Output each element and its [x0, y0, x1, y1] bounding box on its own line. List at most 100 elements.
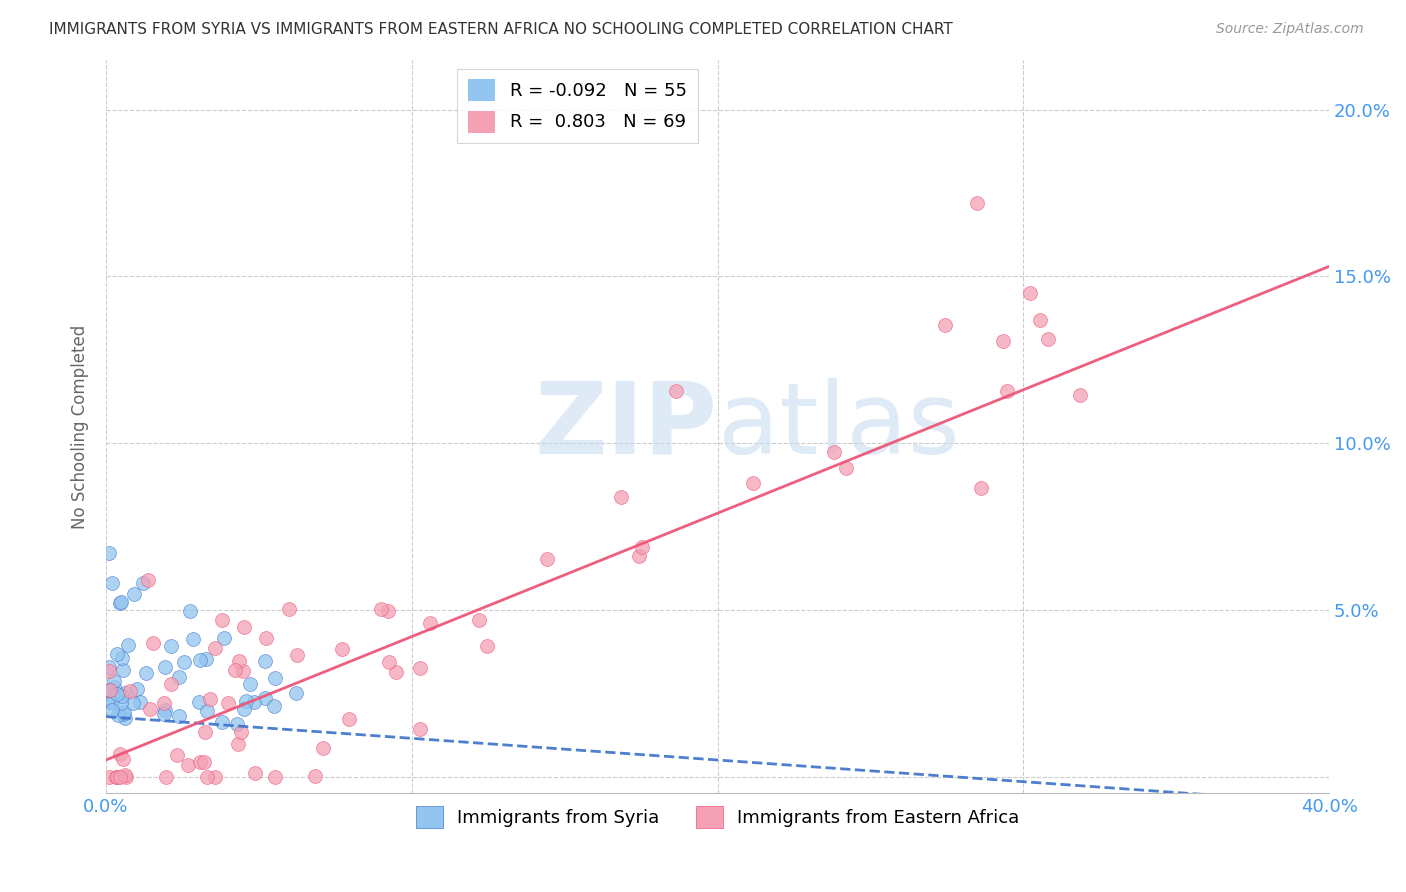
Point — [195, 704, 218, 718]
Point — [166, 747, 188, 762]
Point — [105, 687, 128, 701]
Point — [188, 755, 211, 769]
Point — [110, 697, 132, 711]
Point — [97, 684, 120, 698]
Point — [153, 659, 176, 673]
Point — [111, 651, 134, 665]
Text: IMMIGRANTS FROM SYRIA VS IMMIGRANTS FROM EASTERN AFRICA NO SCHOOLING COMPLETED C: IMMIGRANTS FROM SYRIA VS IMMIGRANTS FROM… — [49, 22, 953, 37]
Point — [304, 768, 326, 782]
Point — [135, 666, 157, 681]
Point — [107, 708, 129, 723]
Point — [97, 660, 120, 674]
Point — [211, 714, 233, 729]
Point — [217, 696, 239, 710]
Point — [278, 601, 301, 615]
Text: Source: ZipAtlas.com: Source: ZipAtlas.com — [1216, 22, 1364, 37]
Point — [239, 677, 262, 691]
Point — [167, 670, 190, 684]
Point — [966, 196, 988, 211]
Point — [111, 663, 134, 677]
Point — [253, 654, 276, 668]
Point — [253, 691, 276, 706]
Point — [1018, 286, 1040, 301]
Point — [477, 639, 499, 653]
Point — [224, 663, 246, 677]
Point — [226, 737, 249, 751]
Point — [117, 638, 139, 652]
Point — [177, 757, 200, 772]
Point — [835, 460, 858, 475]
Point — [142, 636, 165, 650]
Point — [132, 576, 155, 591]
Point — [97, 546, 120, 560]
Point — [254, 632, 277, 646]
Point — [664, 384, 686, 399]
Point — [263, 699, 285, 714]
Point — [193, 755, 215, 769]
Point — [101, 575, 124, 590]
Point — [115, 770, 138, 784]
Point — [232, 665, 254, 679]
Point — [111, 706, 134, 721]
Point — [312, 741, 335, 756]
Point — [1069, 388, 1091, 402]
Point — [823, 445, 845, 459]
Point — [153, 696, 176, 710]
Point — [114, 686, 136, 700]
Point — [127, 682, 149, 697]
Point — [160, 639, 183, 653]
Point — [128, 695, 150, 709]
Text: ZIP: ZIP — [534, 378, 717, 475]
Point — [243, 765, 266, 780]
Point — [114, 711, 136, 725]
Text: atlas: atlas — [717, 378, 959, 475]
Point — [204, 770, 226, 784]
Point — [1028, 313, 1050, 327]
Point — [101, 695, 124, 709]
Point — [110, 594, 132, 608]
Point — [122, 587, 145, 601]
Point — [330, 642, 353, 657]
Point — [167, 709, 190, 723]
Point — [536, 552, 558, 566]
Point — [631, 541, 654, 555]
Point — [742, 475, 765, 490]
Point — [211, 613, 233, 627]
Point — [173, 655, 195, 669]
Point — [112, 705, 135, 719]
Point — [153, 703, 176, 717]
Point — [934, 318, 956, 332]
Point — [108, 747, 131, 761]
Point — [378, 656, 401, 670]
Point — [97, 664, 120, 678]
Point — [995, 384, 1018, 399]
Point — [136, 574, 159, 588]
Point — [108, 596, 131, 610]
Point — [235, 694, 257, 708]
Point — [226, 717, 249, 731]
Point — [179, 604, 201, 618]
Point — [97, 770, 120, 784]
Point — [233, 620, 256, 634]
Y-axis label: No Schooling Completed: No Schooling Completed — [72, 325, 89, 529]
Point — [243, 695, 266, 709]
Point — [100, 703, 122, 717]
Point — [609, 490, 631, 504]
Point — [228, 654, 250, 668]
Point — [155, 770, 177, 784]
Point — [181, 632, 204, 647]
Point — [194, 724, 217, 739]
Point — [103, 681, 125, 695]
Point — [264, 770, 287, 784]
Point — [284, 686, 307, 700]
Point — [970, 482, 993, 496]
Point — [105, 647, 128, 661]
Point — [409, 723, 432, 737]
Point — [370, 601, 392, 615]
Point — [409, 661, 432, 675]
Point — [139, 701, 162, 715]
Point — [212, 631, 235, 645]
Point — [105, 770, 128, 784]
Point — [97, 695, 120, 709]
Point — [197, 770, 219, 784]
